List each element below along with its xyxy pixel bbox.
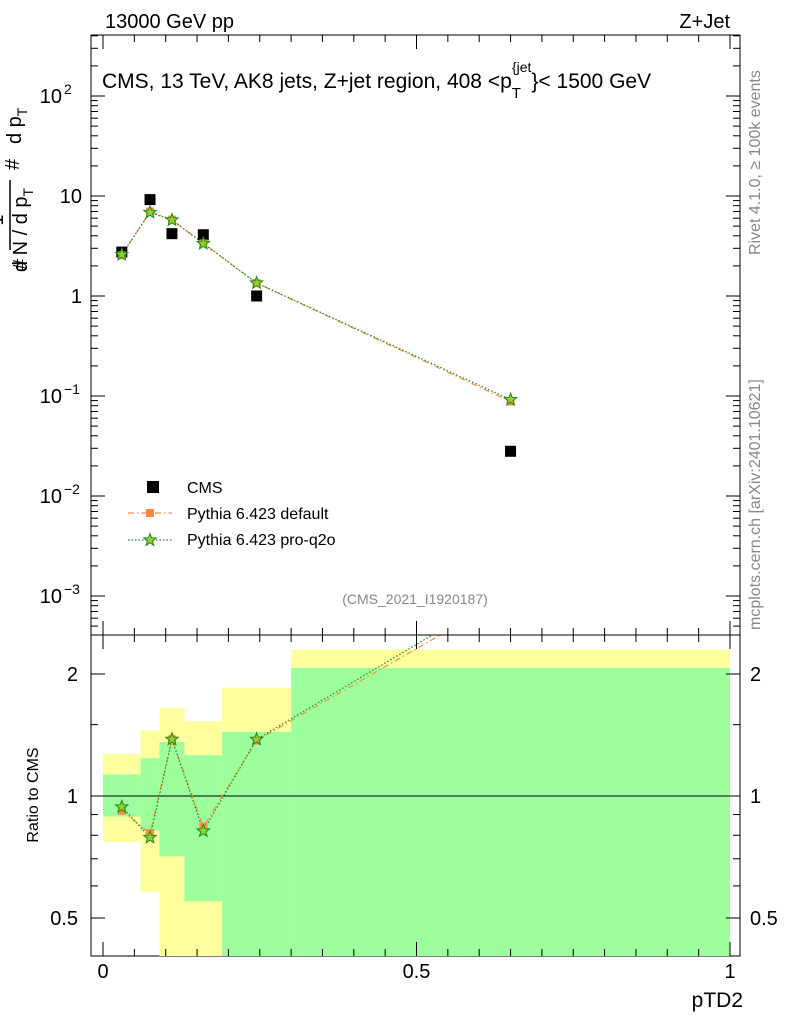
xtick-label: 0: [97, 961, 108, 983]
ylabel-dl: d λ: [0, 43, 2, 70]
ratio-series: [114, 635, 442, 844]
stat-band-1: [140, 758, 160, 831]
rivet-label: Rivet 4.1.0, ≥ 100k events: [747, 70, 764, 255]
title-sup: {jet: [512, 59, 532, 75]
cms-point: [197, 229, 209, 241]
main-series: [114, 194, 519, 457]
legend-marker-default: [146, 509, 154, 517]
title-tail: }< 1500 GeV: [531, 70, 651, 93]
main-line-default: [121, 210, 511, 403]
xtick-label: 0.5: [403, 961, 431, 983]
proq2o-point: [249, 275, 265, 290]
main-ytick-label: 10: [40, 386, 62, 408]
ratio-axis-label: Ratio to CMS: [25, 747, 42, 842]
cms-point: [505, 445, 517, 457]
mcplots-label: mcplots.cern.ch [arXiv:2401.10621]: [747, 379, 764, 630]
ylabel-hash2: #: [2, 158, 24, 170]
legend-label-cms: CMS: [187, 480, 223, 497]
cms-point: [166, 228, 178, 240]
ratio-ytick-label-right: 1: [750, 786, 761, 808]
main-ytick-label: 10: [40, 486, 62, 508]
header-right: Z+Jet: [679, 11, 730, 33]
header-left: 13000 GeV pp: [105, 11, 234, 33]
ratio-line-default: [121, 635, 442, 835]
title-main: CMS, 13 TeV, AK8 jets, Z+jet region, 408…: [102, 70, 512, 93]
proq2o-point: [164, 212, 180, 227]
ratio-ytick-label: 1: [67, 786, 78, 808]
legend-star-shape: [142, 532, 158, 547]
main-ytick-exponent: 2: [64, 81, 72, 97]
ratio-ytick-label: 2: [67, 664, 78, 686]
ylabel-one: 1: [0, 214, 8, 225]
ratio-point-proq2o: [164, 731, 180, 746]
ylabel-dn: d N / d pT: [10, 187, 36, 272]
ratio-ytick-label-right: 2: [750, 664, 761, 686]
main-ytick-exponent: −3: [64, 581, 80, 597]
main-ytick-label: 10: [40, 86, 62, 108]
stat-band-2: [159, 741, 185, 857]
legend: CMS Pythia 6.423 default Pythia 6.423 pr…: [128, 480, 336, 549]
ratio-ytick-label: 0.5: [50, 908, 78, 930]
ratio-point-proq2o: [114, 798, 130, 814]
ratio-point-proq2o: [195, 822, 211, 838]
title-sub: T: [512, 85, 521, 102]
main-ytick-exponent: −2: [64, 481, 80, 497]
analysis-id: (CMS_2021_I1920187): [342, 591, 488, 607]
main-ytick-label: 10: [40, 586, 62, 608]
ratio-point-proq2o: [142, 829, 158, 844]
legend-label-proq2o: Pythia 6.423 pro-q2o: [187, 532, 336, 549]
cms-point: [251, 290, 263, 302]
ylabel-dp-sub: T: [14, 107, 30, 116]
plot-title: CMS, 13 TeV, AK8 jets, Z+jet region, 408…: [102, 59, 651, 102]
legend-label-default: Pythia 6.423 default: [187, 506, 329, 523]
ratio-bands: [103, 649, 730, 956]
ylabel-dp: d pT: [4, 107, 30, 144]
xtick-label: 1: [724, 961, 735, 983]
legend-marker-cms: [147, 481, 159, 493]
proq2o-point: [503, 391, 519, 407]
cms-point: [144, 194, 156, 206]
ylabel-dn-sub: T: [20, 187, 36, 196]
main-ytick-label: 10: [60, 186, 82, 208]
proq2o-point: [142, 204, 158, 219]
y-axis-label: # d N / d pT 1 # d pT d2N d λ: [0, 43, 36, 272]
x-axis-label: pTD2: [692, 989, 743, 1012]
main-line-proq2o: [121, 211, 511, 401]
ratio-point-proq2o: [249, 731, 265, 746]
proq2o-point: [195, 235, 211, 250]
main-ytick-label: 1: [71, 286, 82, 308]
ylabel-dp-text: d p: [4, 116, 26, 144]
ylabel-dn-text: d N / d p: [10, 196, 32, 272]
stat-band-5: [291, 667, 730, 956]
stat-band-4: [222, 731, 292, 956]
main-ytick-exponent: −1: [64, 381, 80, 397]
ratio-point-default: [117, 806, 126, 815]
legend-marker-proq2o: [142, 532, 158, 547]
proq2o-point: [114, 246, 130, 261]
ylabel-hash: #: [10, 258, 32, 270]
ratio-ytick-label-right: 0.5: [750, 908, 778, 930]
axis-ticks: [91, 35, 740, 956]
